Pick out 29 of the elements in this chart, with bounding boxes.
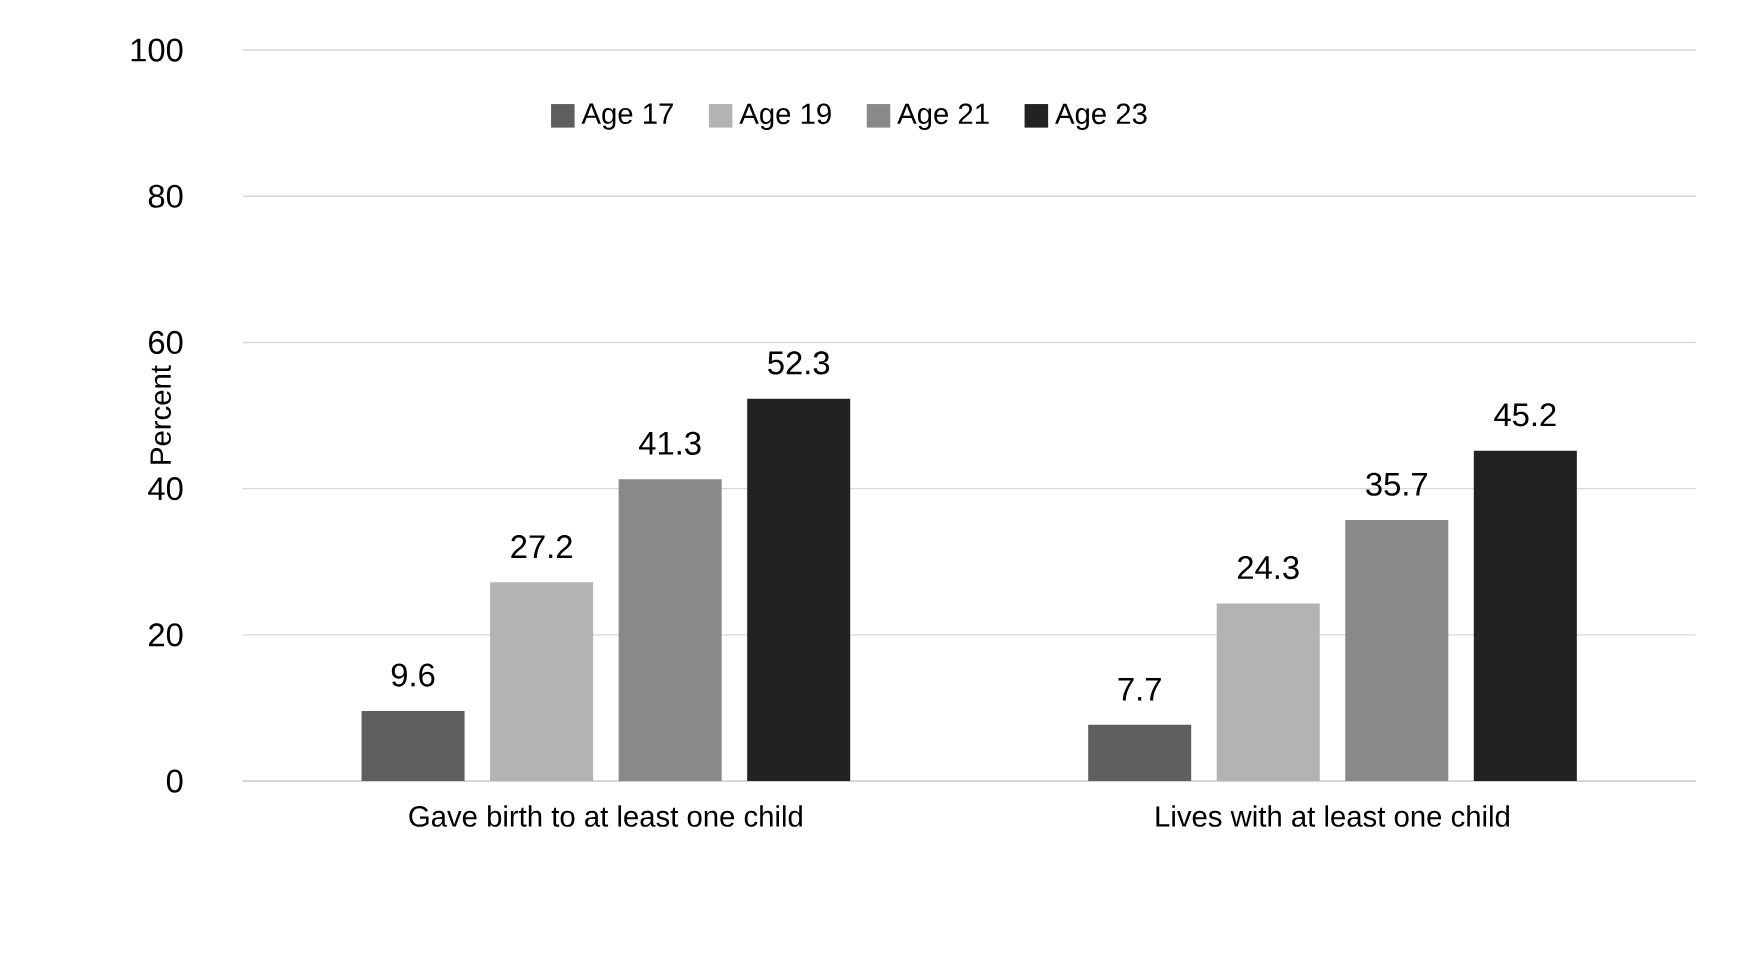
- data-label: 45.2: [1494, 402, 1556, 427]
- bar: [1216, 603, 1320, 781]
- legend-label: Age 21: [897, 103, 989, 130]
- data-label: 41.3: [639, 431, 701, 455]
- bar: [490, 582, 594, 781]
- y-tick-label: 20: [149, 623, 183, 647]
- y-tick-label: 100: [131, 38, 183, 62]
- data-label: 24.3: [1237, 555, 1299, 579]
- data-label: 7.7: [1118, 677, 1161, 701]
- data-label: 27.2: [511, 534, 572, 558]
- bar: [1345, 519, 1449, 781]
- y-tick-label: 80: [148, 184, 183, 208]
- y-tick-label: 40: [148, 476, 183, 501]
- y-axis-title: Percent: [150, 365, 171, 464]
- bar: [747, 398, 851, 781]
- legend-label: Age 17: [581, 103, 673, 130]
- data-label: 9.6: [391, 663, 435, 687]
- y-tick-label: 60: [149, 330, 183, 354]
- legend-label: Age 23: [1055, 103, 1147, 130]
- y-tick-label: 0: [166, 769, 183, 793]
- bar: [1473, 450, 1577, 781]
- x-tick-label: Gave birth to at least one child: [409, 805, 802, 827]
- x-tick-label: Lives with at least one child: [1156, 805, 1509, 827]
- data-label: 52.3: [768, 351, 830, 375]
- bar: [361, 710, 465, 781]
- data-label: 35.7: [1366, 472, 1428, 496]
- bar: [1088, 724, 1192, 781]
- legend-label: Age 19: [739, 103, 831, 130]
- bar: [618, 478, 722, 781]
